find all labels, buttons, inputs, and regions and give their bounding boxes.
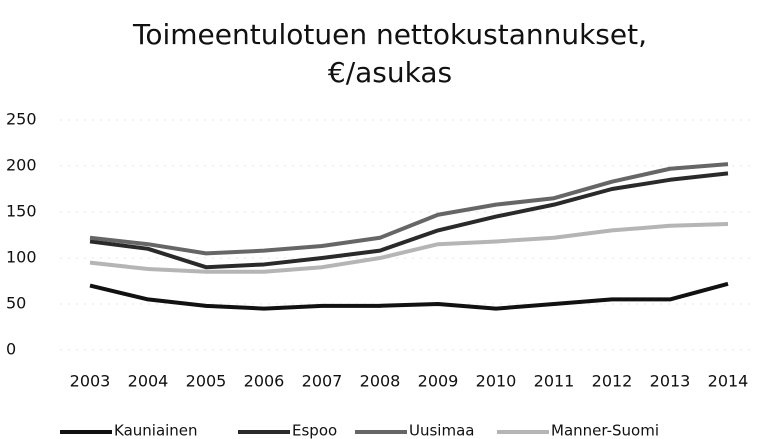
y-tick-label: 50 bbox=[6, 294, 26, 313]
legend-label: Uusimaa bbox=[409, 422, 474, 439]
series-line bbox=[89, 171, 729, 270]
legend-label: Espoo bbox=[292, 422, 337, 439]
x-tick-label: 2005 bbox=[186, 372, 227, 391]
legend-label: Kauniainen bbox=[114, 422, 198, 439]
x-tick-label: 2012 bbox=[592, 372, 633, 391]
x-tick-label: 2010 bbox=[476, 372, 517, 391]
series-line bbox=[89, 221, 729, 274]
x-tick-label: 2003 bbox=[70, 372, 111, 391]
x-tick-label: 2011 bbox=[534, 372, 575, 391]
y-tick-label: 150 bbox=[6, 202, 37, 221]
series-line bbox=[89, 281, 729, 311]
y-tick-label: 0 bbox=[6, 340, 16, 359]
legend-label: Manner-Suomi bbox=[551, 422, 659, 439]
x-tick-label: 2008 bbox=[360, 372, 401, 391]
x-tick-label: 2014 bbox=[708, 372, 749, 391]
series-line bbox=[89, 162, 729, 256]
x-tick-label: 2004 bbox=[128, 372, 169, 391]
y-tick-label: 200 bbox=[6, 156, 37, 175]
y-tick-label: 250 bbox=[6, 110, 37, 129]
chart-title: €/asukas bbox=[328, 56, 452, 89]
x-tick-label: 2013 bbox=[650, 372, 691, 391]
x-tick-label: 2009 bbox=[418, 372, 459, 391]
y-tick-label: 100 bbox=[6, 248, 37, 267]
x-tick-label: 2006 bbox=[244, 372, 285, 391]
x-tick-label: 2007 bbox=[302, 372, 343, 391]
chart-title: Toimeentulotuen nettokustannukset, bbox=[132, 18, 647, 51]
